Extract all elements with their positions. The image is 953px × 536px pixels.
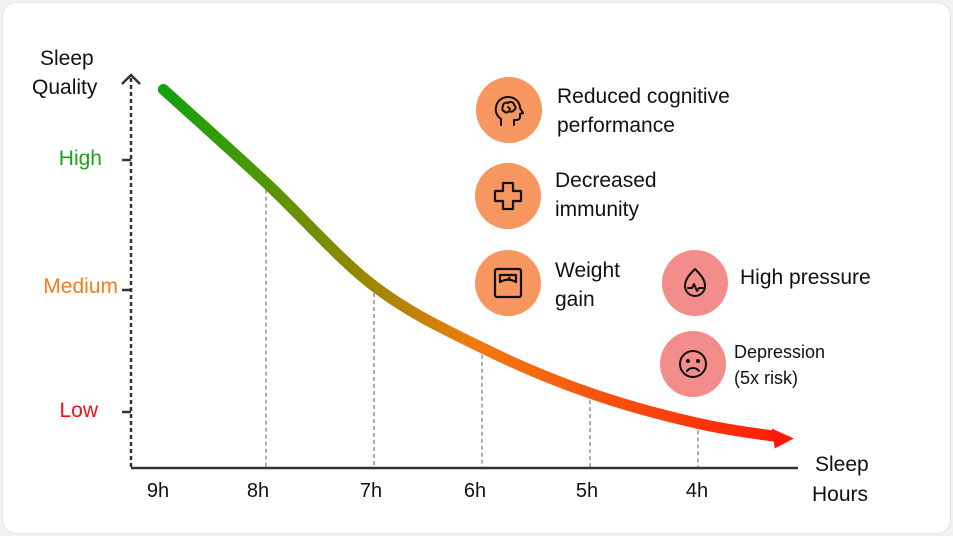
y-label-high: High [58,147,102,170]
blood-pressure-drop-icon [662,250,728,316]
y-label-low: Low [59,399,98,422]
effect-label-4: High pressure [740,266,871,289]
x-axis-title-1: Sleep [815,453,869,476]
y-label-medium: Medium [43,275,118,298]
sleep-quality-curve [157,83,782,442]
effect-label-1b: performance [557,114,675,137]
y-axis-title-2: Quality [32,76,98,99]
y-axis-arrowhead [121,73,141,85]
x-label-8h: 8h [246,480,270,502]
effect-label-3a: Weight [555,259,620,282]
medical-cross-icon [475,163,541,229]
x-label-7h: 7h [359,480,383,502]
effect-label-1a: Reduced cognitive [557,85,730,108]
x-label-6h: 6h [463,480,487,502]
effect-label-2a: Decreased [555,169,657,192]
y-axis-title-1: Sleep [40,47,94,70]
x-label-5h: 5h [575,480,599,502]
x-label-9h: 9h [146,480,170,502]
brain-head-icon [476,77,542,143]
effect-label-5b: (5x risk) [734,368,798,388]
curve-arrowhead [771,428,794,449]
effect-label-3b: gain [555,288,595,311]
effect-label-2b: immunity [555,198,640,221]
effect-label-5a: Depression [734,342,826,362]
x-label-4h: 4h [685,480,709,502]
weight-scale-icon [475,250,541,316]
sad-face-icon [660,331,726,397]
x-axis-title-2: Hours [812,483,869,506]
